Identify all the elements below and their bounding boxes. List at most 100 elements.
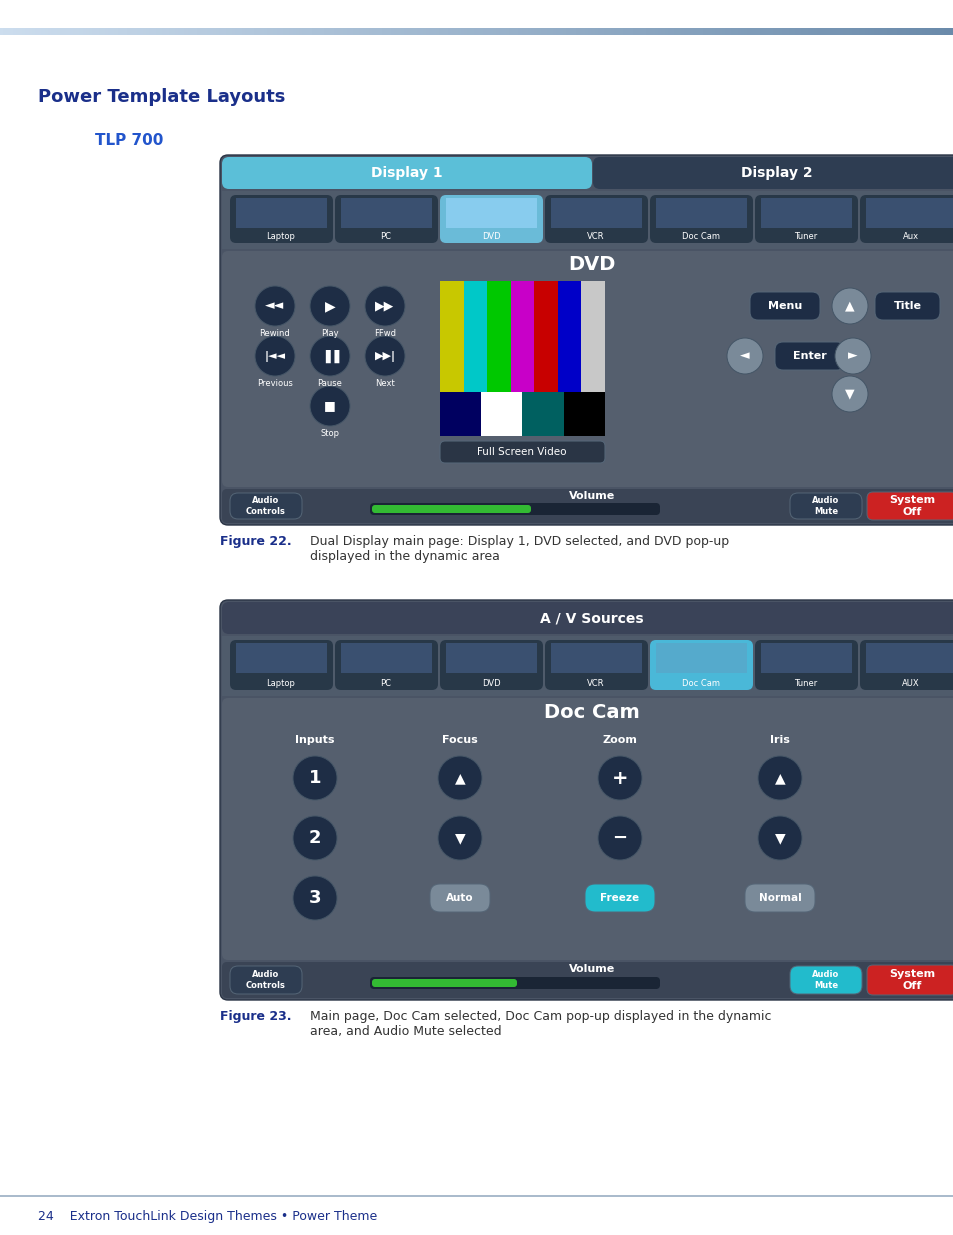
Bar bbox=[734, 28, 738, 35]
Bar bbox=[191, 28, 194, 35]
Bar bbox=[489, 28, 494, 35]
Bar bbox=[131, 28, 134, 35]
Bar bbox=[656, 643, 746, 673]
Bar bbox=[22, 28, 27, 35]
Bar bbox=[886, 28, 890, 35]
Text: Auto: Auto bbox=[446, 893, 474, 903]
Bar bbox=[60, 28, 65, 35]
Bar bbox=[487, 282, 511, 391]
Bar bbox=[845, 28, 849, 35]
Text: System
Off: System Off bbox=[888, 969, 934, 990]
Text: A / V Sources: A / V Sources bbox=[539, 611, 643, 625]
Text: Doc Cam: Doc Cam bbox=[681, 679, 720, 688]
Bar bbox=[413, 28, 417, 35]
Bar bbox=[26, 28, 30, 35]
Circle shape bbox=[310, 287, 350, 326]
Bar bbox=[152, 28, 156, 35]
Bar bbox=[731, 28, 735, 35]
FancyBboxPatch shape bbox=[544, 640, 647, 690]
Bar bbox=[150, 28, 153, 35]
Bar bbox=[445, 28, 449, 35]
Bar bbox=[35, 28, 39, 35]
Bar bbox=[848, 28, 852, 35]
Text: Tuner: Tuner bbox=[794, 679, 817, 688]
Bar bbox=[826, 28, 830, 35]
FancyBboxPatch shape bbox=[754, 195, 857, 243]
Bar bbox=[143, 28, 147, 35]
Bar bbox=[746, 28, 751, 35]
Bar bbox=[556, 28, 560, 35]
FancyBboxPatch shape bbox=[220, 156, 953, 525]
Bar bbox=[779, 28, 782, 35]
Bar bbox=[289, 28, 294, 35]
Bar bbox=[584, 28, 589, 35]
Bar bbox=[79, 28, 84, 35]
Bar bbox=[260, 28, 265, 35]
Bar bbox=[515, 28, 518, 35]
Bar bbox=[293, 28, 296, 35]
Bar bbox=[436, 28, 439, 35]
Bar bbox=[899, 28, 903, 35]
Bar bbox=[629, 28, 633, 35]
Bar bbox=[181, 28, 185, 35]
Bar bbox=[740, 28, 744, 35]
Bar bbox=[3, 28, 8, 35]
Bar bbox=[531, 28, 535, 35]
Text: Audio
Mute: Audio Mute bbox=[812, 496, 839, 516]
Bar bbox=[603, 28, 608, 35]
Bar bbox=[905, 28, 909, 35]
Bar bbox=[946, 28, 951, 35]
Circle shape bbox=[254, 287, 294, 326]
Bar bbox=[918, 28, 923, 35]
Text: Volume: Volume bbox=[568, 965, 615, 974]
Bar bbox=[133, 28, 137, 35]
Bar bbox=[569, 28, 573, 35]
Bar bbox=[57, 28, 61, 35]
Bar bbox=[286, 28, 290, 35]
Bar bbox=[820, 28, 823, 35]
Bar bbox=[559, 28, 563, 35]
Bar bbox=[289, 28, 294, 35]
Bar bbox=[521, 28, 525, 35]
Bar bbox=[445, 28, 449, 35]
Bar bbox=[197, 28, 201, 35]
Bar bbox=[867, 28, 871, 35]
Bar bbox=[553, 28, 557, 35]
Bar bbox=[810, 28, 814, 35]
Circle shape bbox=[598, 756, 641, 800]
Bar bbox=[146, 28, 151, 35]
Bar bbox=[448, 28, 452, 35]
Circle shape bbox=[365, 287, 405, 326]
Bar bbox=[216, 28, 220, 35]
Bar bbox=[229, 28, 233, 35]
Bar bbox=[86, 28, 90, 35]
Bar bbox=[112, 28, 115, 35]
Text: ▼: ▼ bbox=[455, 831, 465, 845]
Bar bbox=[29, 28, 32, 35]
Bar bbox=[483, 28, 487, 35]
Bar bbox=[922, 28, 925, 35]
Bar bbox=[372, 28, 375, 35]
Bar bbox=[432, 28, 436, 35]
Bar bbox=[760, 198, 851, 228]
Bar bbox=[578, 28, 582, 35]
Bar bbox=[152, 28, 156, 35]
Bar bbox=[193, 28, 198, 35]
Bar bbox=[203, 28, 208, 35]
Bar bbox=[641, 28, 646, 35]
FancyBboxPatch shape bbox=[335, 640, 437, 690]
Bar bbox=[331, 28, 335, 35]
Bar bbox=[235, 28, 239, 35]
Bar bbox=[591, 28, 595, 35]
Text: VCR: VCR bbox=[587, 679, 604, 688]
Bar bbox=[534, 28, 537, 35]
Bar bbox=[476, 28, 480, 35]
Bar bbox=[117, 28, 122, 35]
Bar bbox=[334, 28, 337, 35]
Text: 2: 2 bbox=[309, 829, 321, 847]
Text: Display 1: Display 1 bbox=[371, 165, 442, 180]
Bar bbox=[934, 28, 938, 35]
FancyBboxPatch shape bbox=[744, 884, 814, 911]
Bar bbox=[102, 28, 106, 35]
Bar bbox=[350, 28, 354, 35]
